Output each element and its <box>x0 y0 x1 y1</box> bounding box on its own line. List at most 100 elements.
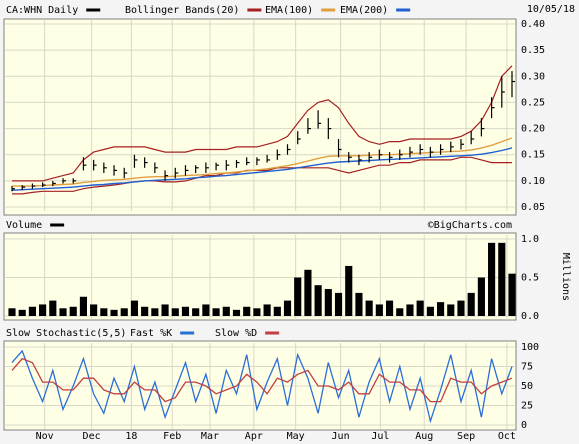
volume-bar <box>273 306 281 316</box>
ema-line <box>11 147 513 191</box>
volume-bar <box>467 292 475 316</box>
volume-bar <box>375 304 383 316</box>
y-tick-label: 0.5 <box>521 273 539 284</box>
volume-bar <box>18 309 26 316</box>
legend-swatch <box>247 8 262 12</box>
volume-bar <box>498 242 506 316</box>
y-tick-label: 50 <box>521 381 533 392</box>
legend-label: EMA(200) <box>340 5 388 16</box>
bollinger-upper <box>12 65 513 182</box>
volume-bar <box>151 308 159 316</box>
x-tick-label: Nov <box>36 431 54 442</box>
y-tick-label: 1.0 <box>521 234 539 245</box>
x-tick-label: Sep <box>457 431 475 442</box>
legend-swatch <box>180 331 195 335</box>
ema-line <box>12 137 513 187</box>
volume-bar <box>232 309 241 316</box>
y-tick-label: 100 <box>521 342 539 353</box>
volume-bar <box>396 308 404 316</box>
volume-bar <box>416 300 424 316</box>
volume-bar <box>253 308 261 316</box>
x-tick-label: 18 <box>125 431 137 442</box>
volume-bar <box>181 306 190 316</box>
volume-bar <box>355 292 363 316</box>
volume-bar <box>406 304 414 316</box>
volume-bar <box>28 306 36 316</box>
volume-bar <box>59 308 67 316</box>
volume-bar <box>243 306 251 316</box>
stochastic-line <box>11 357 513 403</box>
x-tick-label: Apr <box>245 431 263 442</box>
volume-bar <box>120 308 128 316</box>
date: 10/05/18 <box>527 4 575 15</box>
bollinger-lower <box>12 156 512 195</box>
stochastic-title: Slow Stochastic(5,5) <box>6 328 126 339</box>
y-tick-label: 0.05 <box>521 202 545 213</box>
x-tick-label: May <box>287 431 305 442</box>
volume-bar <box>161 304 169 316</box>
y-tick-label: 0.15 <box>521 150 545 161</box>
legend-swatch <box>265 331 280 335</box>
volume-bar <box>477 277 485 316</box>
y-tick-label: 75 <box>521 362 533 373</box>
volume-bar <box>508 273 516 316</box>
volume-bar <box>385 300 394 316</box>
volume-bar <box>488 242 496 316</box>
volume-bar <box>263 304 271 316</box>
volume-bar <box>110 309 118 316</box>
y-tick-label: 0 <box>521 420 527 431</box>
volume-bar <box>437 302 445 316</box>
volume-bar <box>202 304 210 316</box>
legend-label: CA:WHN Daily <box>6 5 78 16</box>
volume-bar <box>192 308 200 316</box>
y-tick-label: 0.35 <box>521 45 545 56</box>
x-tick-label: Jul <box>371 431 389 442</box>
y-tick-label: 0.25 <box>521 97 545 108</box>
volume-bar <box>457 300 465 316</box>
volume-bar <box>39 304 47 316</box>
volume-bar <box>334 292 343 316</box>
y-axis-label: Millions <box>560 253 571 301</box>
legend-swatch <box>396 8 411 12</box>
legend-label: Volume <box>6 220 42 231</box>
legend-label: Fast %K <box>130 328 172 339</box>
volume-bar <box>283 300 292 316</box>
volume-bar <box>294 277 302 316</box>
x-tick-label: Jun <box>332 431 350 442</box>
volume-bar <box>324 289 332 316</box>
volume-bar <box>222 306 230 316</box>
volume-bar <box>304 269 312 316</box>
volume-bar <box>79 296 87 316</box>
volume-bar <box>314 285 322 316</box>
volume-bar <box>90 304 98 316</box>
volume-bar <box>69 306 77 316</box>
volume-bar <box>171 308 179 316</box>
y-tick-label: 0.40 <box>521 19 545 30</box>
legend-swatch <box>86 8 101 12</box>
volume-bar <box>345 265 353 316</box>
x-tick-label: Dec <box>83 431 101 442</box>
volume-bar <box>426 306 434 316</box>
volume-bar <box>100 308 108 316</box>
y-tick-label: 0.20 <box>521 124 545 135</box>
y-tick-label: 25 <box>521 401 533 412</box>
volume-bar <box>365 300 373 316</box>
volume-bar <box>49 300 57 316</box>
legend-label: Bollinger Bands(20) <box>125 5 239 16</box>
x-tick-label: Mar <box>201 431 219 442</box>
legend-label: EMA(100) <box>265 5 313 16</box>
y-tick-label: 0.10 <box>521 176 545 187</box>
legend-swatch <box>50 223 65 227</box>
stochastic-line <box>11 349 513 424</box>
volume-bar <box>141 306 149 316</box>
volume-panel <box>3 232 517 321</box>
x-tick-label: Feb <box>163 431 181 442</box>
volume-bar <box>8 308 16 316</box>
x-tick-label: Oct <box>498 431 516 442</box>
y-tick-label: 0.30 <box>521 71 545 82</box>
legend-label: Slow %D <box>215 328 257 339</box>
volume-bar <box>447 304 455 316</box>
x-tick-label: Aug <box>415 431 433 442</box>
legend-swatch <box>321 8 336 12</box>
